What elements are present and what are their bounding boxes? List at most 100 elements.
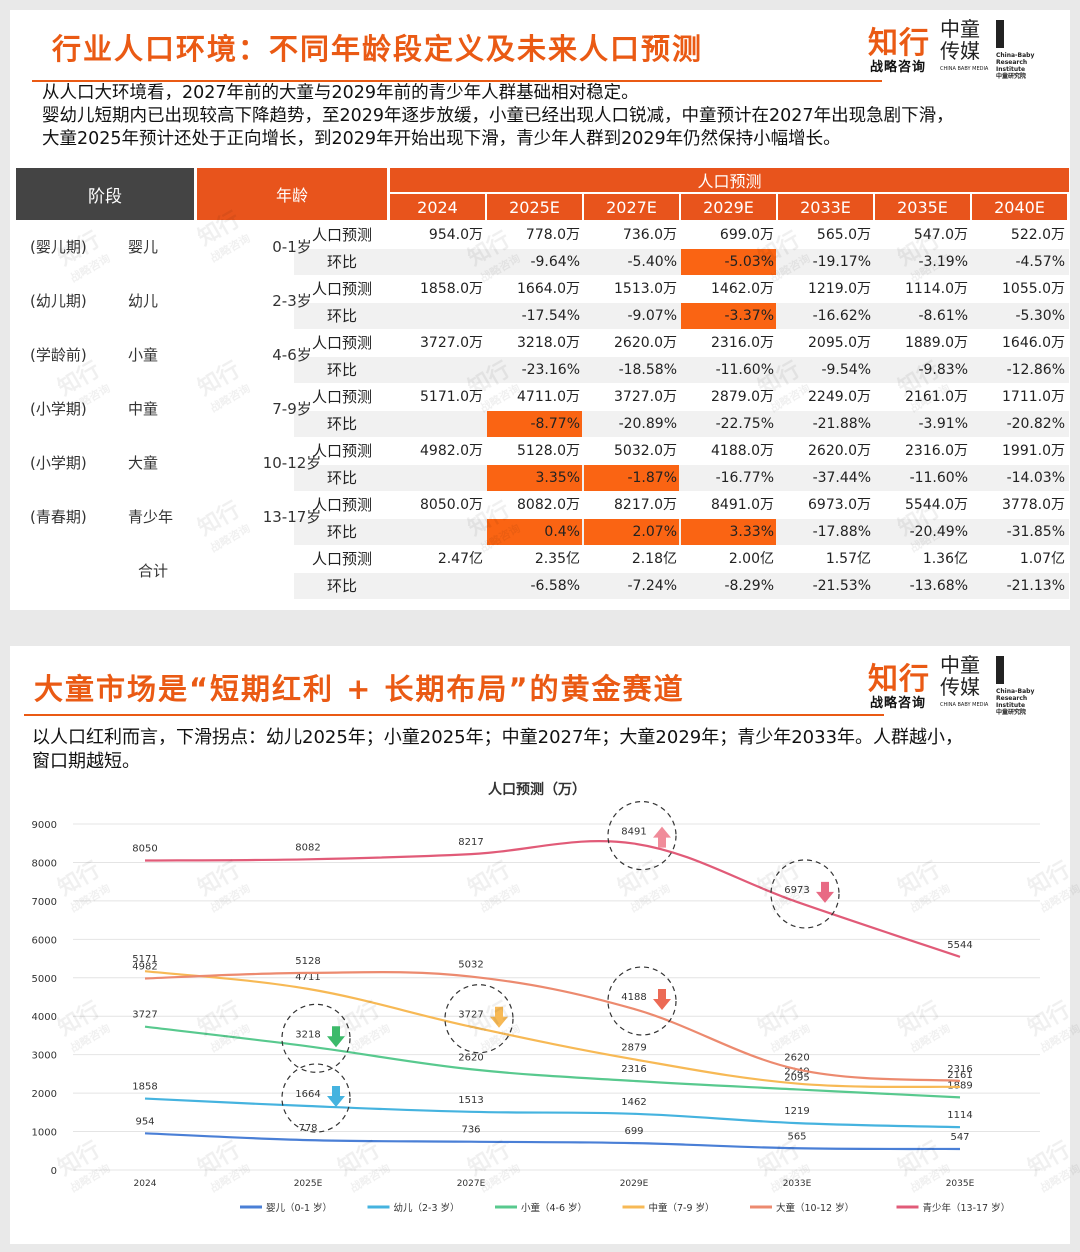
age-label: 7-9岁 xyxy=(272,400,312,418)
forecast-value: 736.0万 xyxy=(622,227,677,243)
data-label: 2249 xyxy=(784,1067,809,1078)
change-value: -9.64% xyxy=(530,254,580,270)
stage-label: 合计 xyxy=(138,562,169,580)
change-value: -4.57% xyxy=(1015,254,1065,270)
legend-label: 青少年（13-17 岁） xyxy=(923,1202,1011,1214)
period-label: (学龄前) xyxy=(30,346,87,364)
slide-population-chart: 大童市场是“短期红利 + 长期布局”的黄金赛道 知行 战略咨询 中童传媒 CHI… xyxy=(10,646,1070,1244)
partner-name: 中童传媒 xyxy=(940,17,980,63)
x-tick-label: 2024 xyxy=(134,1179,157,1189)
x-tick-label: 2033E xyxy=(783,1179,812,1189)
trend-arrow-icon xyxy=(816,881,834,903)
change-value: -20.89% xyxy=(618,416,677,432)
forecast-value: 6973.0万 xyxy=(808,497,871,513)
brand-name: 知行 xyxy=(868,26,930,61)
change-value: -8.77% xyxy=(487,411,582,437)
change-value xyxy=(390,249,485,275)
data-label: 6973 xyxy=(784,885,809,896)
data-label: 8050 xyxy=(132,844,157,855)
change-value: -16.77% xyxy=(715,470,774,486)
slide1-title: 行业人口环境：不同年龄段定义及未来人口预测 xyxy=(52,32,704,66)
institute-logo-mark xyxy=(996,20,1004,48)
data-label: 2620 xyxy=(458,1052,483,1063)
data-label: 2095 xyxy=(784,1072,809,1083)
data-label: 954 xyxy=(135,1116,154,1127)
change-value: -3.91% xyxy=(918,416,968,432)
forecast-value: 4188.0万 xyxy=(711,443,774,459)
forecast-value: 699.0万 xyxy=(719,227,774,243)
change-value: -19.17% xyxy=(812,254,871,270)
series-line xyxy=(144,1025,961,1099)
forecast-value: 778.0万 xyxy=(525,227,580,243)
callout-circle xyxy=(770,859,840,929)
stage-label: 大童 xyxy=(128,454,159,472)
trend-arrow-icon xyxy=(327,1086,345,1108)
forecast-value: 2620.0万 xyxy=(614,335,677,351)
change-value: -11.60% xyxy=(909,470,968,486)
change-value: -21.13% xyxy=(1006,578,1065,594)
y-tick-label: 3000 xyxy=(32,1051,57,1062)
y-tick-label: 0 xyxy=(51,1166,57,1177)
change-row-label: 环比 xyxy=(326,253,357,271)
age-label: 2-3岁 xyxy=(272,292,312,310)
data-label: 1513 xyxy=(458,1095,483,1106)
intro-line: 从人口大环境看，2027年前的大童与2029年前的青少年人群基础相对稳定。 xyxy=(42,83,639,103)
forecast-value: 8050.0万 xyxy=(420,497,483,513)
forecast-value: 2.18亿 xyxy=(631,551,677,567)
change-value: -20.49% xyxy=(909,524,968,540)
trend-arrow-icon xyxy=(653,826,671,848)
data-label: 2620 xyxy=(784,1052,809,1063)
y-tick-label: 8000 xyxy=(32,858,57,869)
forecast-value: 4982.0万 xyxy=(420,443,483,459)
legend-label: 大童（10-12 岁） xyxy=(776,1202,854,1214)
series-line xyxy=(144,1132,961,1151)
callout-circle xyxy=(607,800,677,871)
change-value: 0.4% xyxy=(487,519,582,545)
intro-line: 窗口期越短。 xyxy=(32,751,140,772)
forecast-value: 954.0万 xyxy=(428,227,483,243)
forecast-value: 2.35亿 xyxy=(534,551,580,567)
data-label: 5171 xyxy=(132,954,157,965)
change-value: -13.68% xyxy=(909,578,968,594)
age-label: 10-12岁 xyxy=(262,454,322,472)
forecast-row-label: 人口预测 xyxy=(311,388,372,406)
data-label: 3218 xyxy=(295,1029,320,1040)
institute-logo-mark xyxy=(996,656,1004,684)
data-label: 1664 xyxy=(295,1089,320,1100)
series-line xyxy=(144,1097,961,1129)
stage-label: 婴儿 xyxy=(128,238,159,256)
data-label: 1462 xyxy=(621,1097,646,1108)
trend-arrow-icon xyxy=(327,1026,345,1048)
change-value: -9.54% xyxy=(821,362,871,378)
change-value: -9.07% xyxy=(627,308,677,324)
change-value: -9.83% xyxy=(918,362,968,378)
data-label: 565 xyxy=(787,1131,806,1142)
forecast-value: 1664.0万 xyxy=(517,281,580,297)
change-value xyxy=(390,519,485,545)
forecast-value: 2161.0万 xyxy=(905,389,968,405)
forecast-value: 3218.0万 xyxy=(517,335,580,351)
y-tick-label: 6000 xyxy=(32,935,57,946)
brand-name: 知行 xyxy=(868,662,930,697)
change-value: -3.19% xyxy=(918,254,968,270)
institute-name: China-Baby Research Institute 中童研究院 xyxy=(996,52,1035,80)
header-stage: 阶段 xyxy=(16,168,194,220)
change-value: -37.44% xyxy=(812,470,871,486)
forecast-value: 1889.0万 xyxy=(905,335,968,351)
forecast-value: 1.57亿 xyxy=(825,551,871,567)
header-year: 2035E xyxy=(875,194,970,220)
intro-line: 以人口红利而言，下滑拐点：幼儿2025年；小童2025年；中童2027年；大童2… xyxy=(32,727,964,748)
brand-sub: 战略咨询 xyxy=(870,60,927,75)
forecast-value: 2620.0万 xyxy=(808,443,871,459)
forecast-value: 1.07亿 xyxy=(1019,551,1065,567)
slide2-title: 大童市场是“短期红利 + 长期布局”的黄金赛道 xyxy=(34,672,685,706)
data-label: 4711 xyxy=(295,972,320,983)
forecast-value: 8491.0万 xyxy=(711,497,774,513)
institute-name: China-Baby Research Institute 中童研究院 xyxy=(996,688,1035,716)
forecast-value: 2095.0万 xyxy=(808,335,871,351)
forecast-value: 8082.0万 xyxy=(517,497,580,513)
forecast-value: 1114.0万 xyxy=(905,281,968,297)
change-row-label: 环比 xyxy=(326,361,357,379)
y-tick-label: 5000 xyxy=(32,974,57,985)
change-value: -21.88% xyxy=(812,416,871,432)
